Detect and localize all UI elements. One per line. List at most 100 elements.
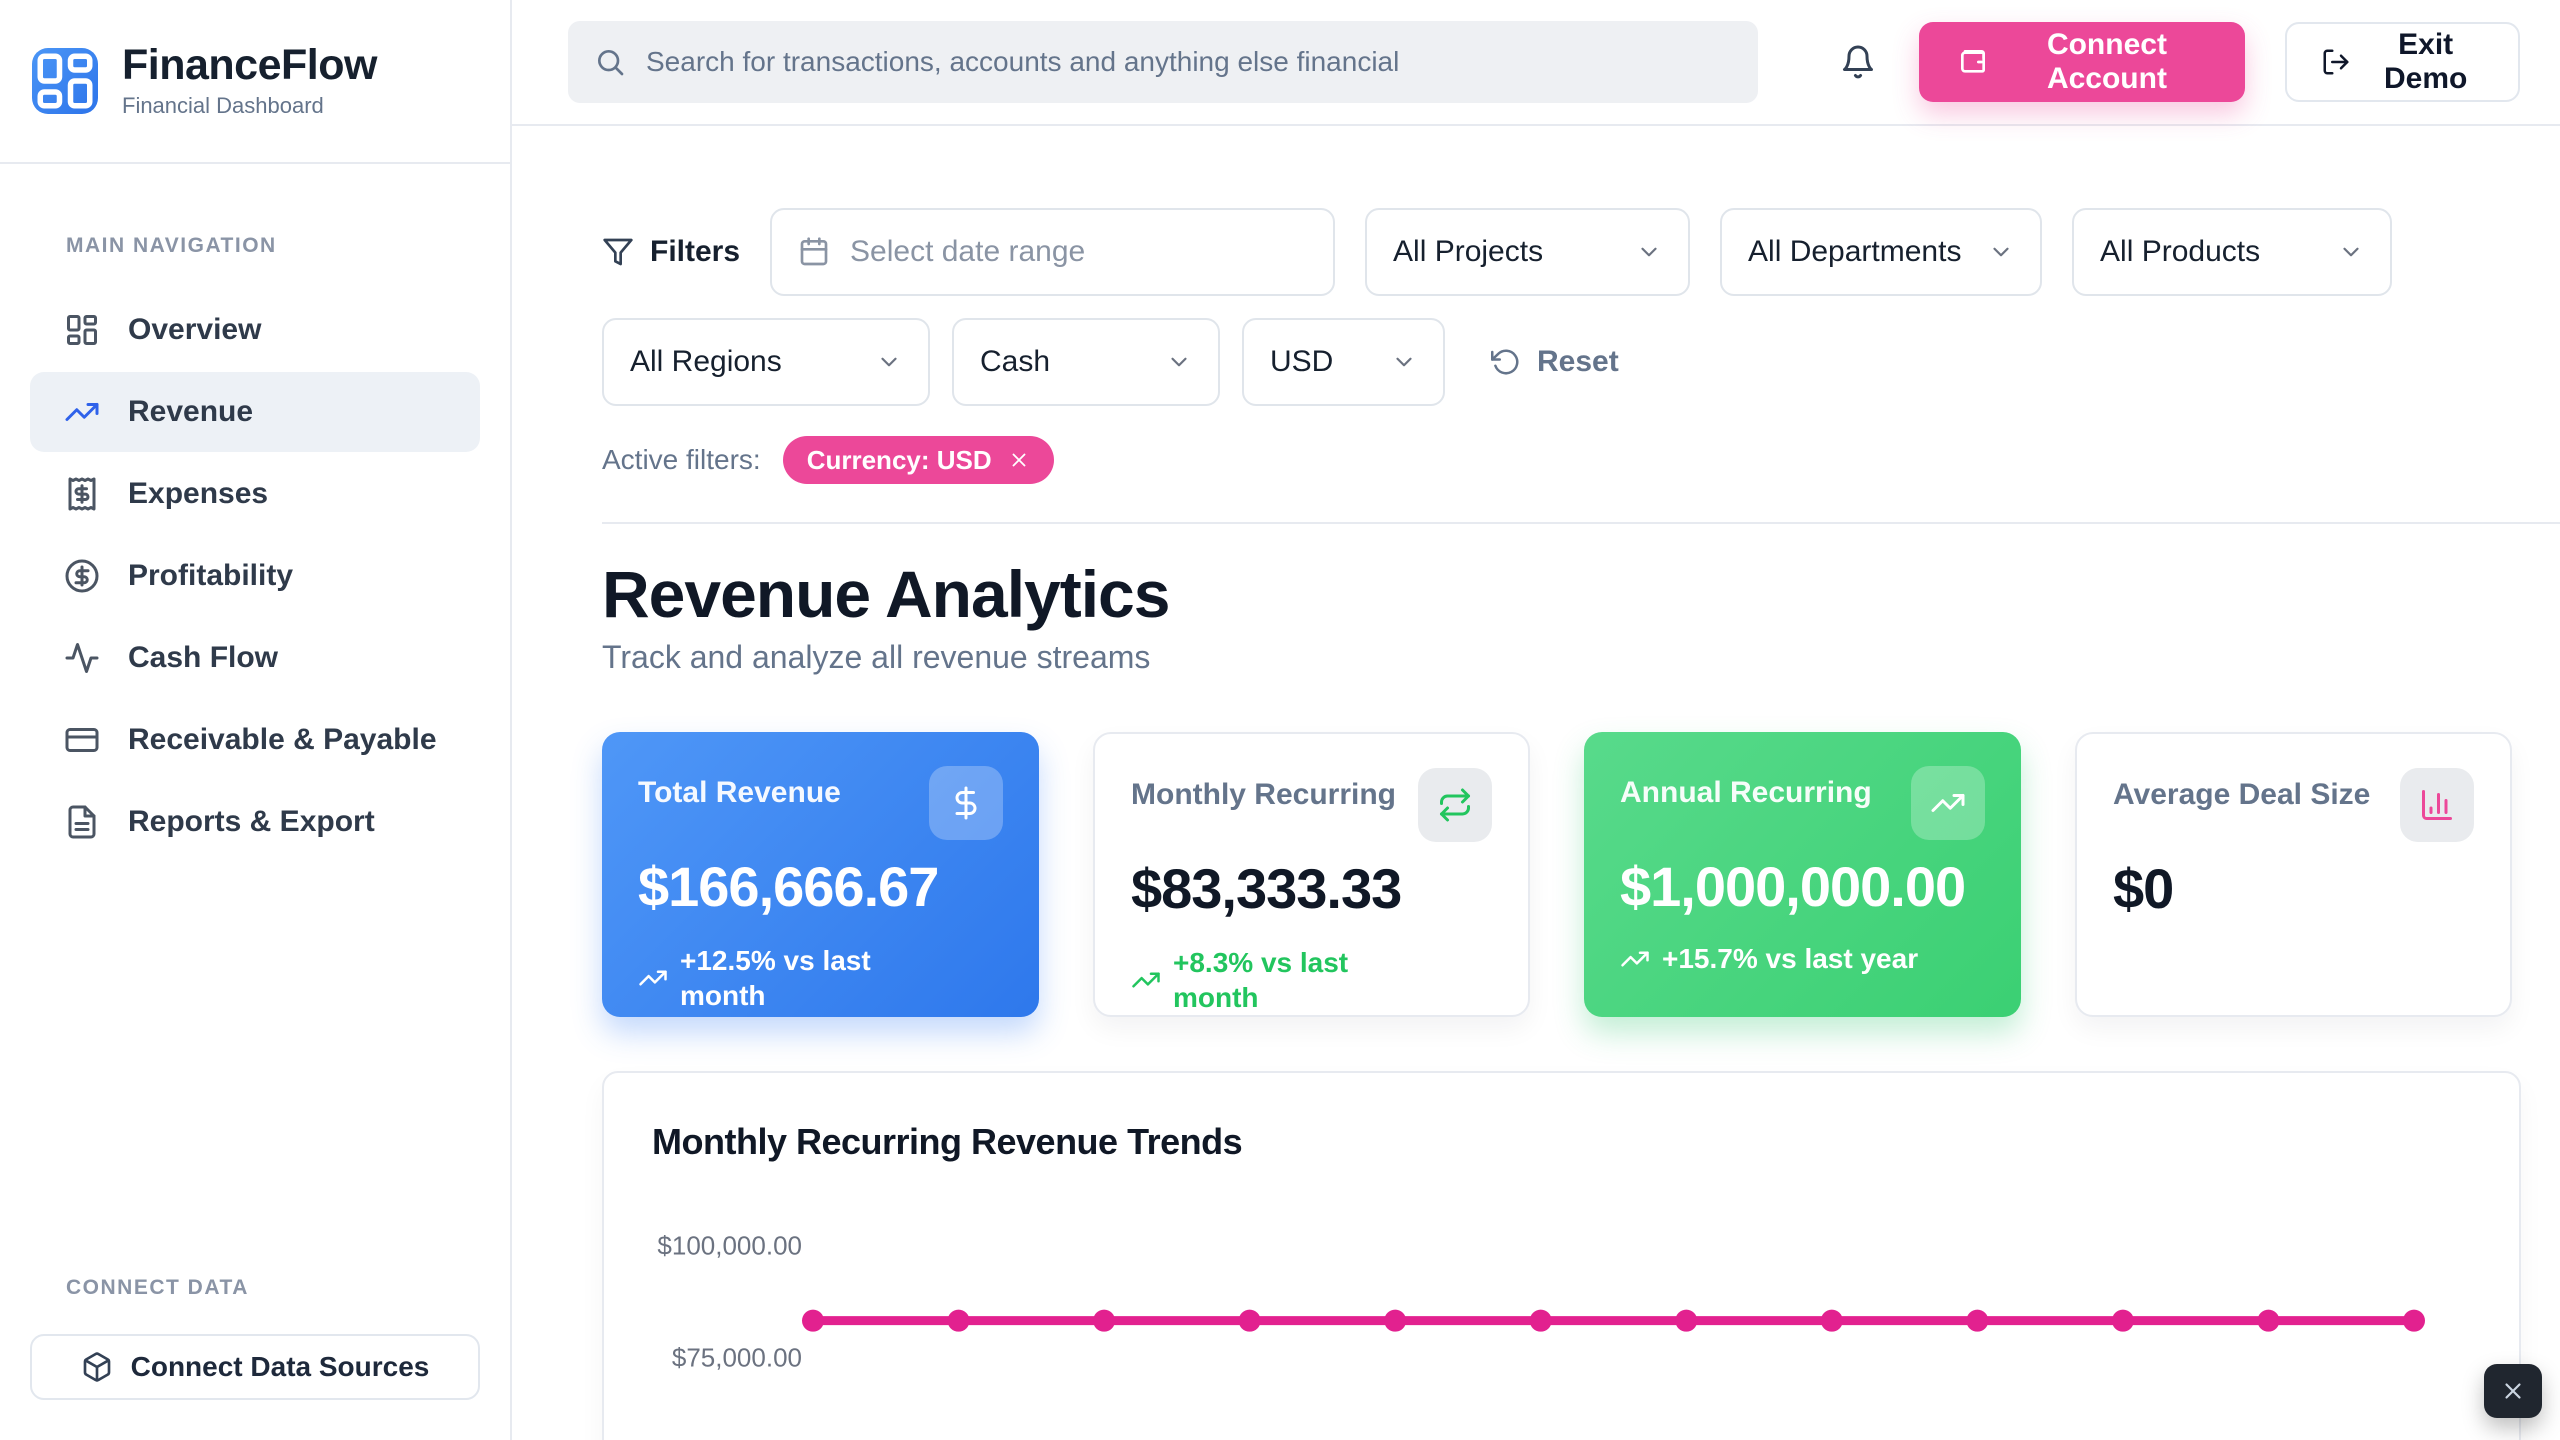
chart-data-point[interactable] [1093, 1309, 1116, 1332]
kpi-value: $166,666.67 [638, 855, 939, 919]
trending-up-icon [638, 963, 668, 993]
activity-icon [64, 640, 100, 676]
global-search[interactable] [568, 21, 1758, 103]
reset-filters-button[interactable]: Reset [1491, 345, 1619, 379]
chart-data-point[interactable] [1529, 1309, 1552, 1332]
filters-title: Filters [602, 235, 740, 269]
connect-data-sources-button[interactable]: Connect Data Sources [30, 1334, 480, 1400]
trending-up-icon [1620, 944, 1650, 974]
chart-data-point[interactable] [2111, 1309, 2134, 1332]
sidebar-item-revenue[interactable]: Revenue [30, 372, 480, 452]
rotate-ccw-icon [1491, 347, 1521, 377]
dollar-icon [929, 766, 1003, 841]
products-select[interactable]: All Products [2072, 208, 2393, 296]
connect-section-label: CONNECT DATA [66, 1276, 249, 1299]
chart-data-point[interactable] [1238, 1309, 1261, 1332]
kpi-change-text: +8.3% vs last month [1173, 947, 1349, 1014]
calendar-icon [798, 236, 830, 268]
active-filters-row: Active filters: Currency: USD [602, 436, 2522, 484]
chart-data-point[interactable] [802, 1309, 824, 1332]
kpi-change: +15.7% vs last year [1620, 943, 1985, 975]
chart-data-point[interactable] [1820, 1309, 1843, 1332]
trending-up-icon [1131, 965, 1161, 995]
accounting-basis-select[interactable]: Cash [952, 318, 1220, 406]
active-filters-label: Active filters: [602, 444, 761, 475]
filter-funnel-icon [602, 236, 634, 268]
filters-row-1: Filters All Projects All Departments All… [602, 208, 2522, 296]
chart-data-point[interactable] [2403, 1309, 2425, 1332]
chart-data-point[interactable] [947, 1309, 970, 1332]
wallet-icon [1957, 46, 1989, 78]
receipt-icon [64, 476, 100, 512]
sidebar-item-reports-export[interactable]: Reports & Export [30, 782, 480, 862]
close-icon [2495, 1378, 2531, 1404]
sidebar-item-profitability[interactable]: Profitability [30, 536, 480, 616]
departments-select[interactable]: All Departments [1720, 208, 2043, 296]
page-title: Revenue Analytics [602, 557, 1170, 631]
credit-card-icon [64, 722, 100, 758]
date-range-input[interactable] [850, 235, 1308, 269]
departments-select-value: All Departments [1748, 235, 1962, 268]
chart-line-svg [802, 1309, 2425, 1332]
filters-label: Filters [650, 235, 741, 268]
dollar-circle-icon [64, 558, 100, 594]
search-input[interactable] [646, 46, 1732, 78]
sidebar-item-cash-flow[interactable]: Cash Flow [30, 618, 480, 698]
currency-select[interactable]: USD [1242, 318, 1445, 406]
cube-icon [81, 1351, 113, 1383]
trending-up-icon [1911, 766, 1985, 841]
products-select-value: All Products [2100, 235, 2261, 268]
content-scroll-area: Filters All Projects All Departments All… [512, 126, 2560, 1440]
overlay-close-button[interactable] [2484, 1364, 2542, 1418]
kpi-label: Average Deal Size [2113, 778, 2371, 812]
reset-label: Reset [1537, 345, 1619, 378]
sidebar-item-expenses[interactable]: Expenses [30, 454, 480, 534]
y-axis-tick-label: $100,000.00 [657, 1230, 802, 1261]
chip-label: Currency: USD [806, 444, 992, 475]
sidebar: FinanceFlow Financial Dashboard MAIN NAV… [0, 0, 512, 1440]
app-title: FinanceFlow [122, 40, 377, 89]
chart-data-point[interactable] [1384, 1309, 1407, 1332]
kpi-label: Annual Recurring [1620, 776, 1872, 810]
log-out-icon [2321, 47, 2351, 77]
active-filter-chip-currency[interactable]: Currency: USD [782, 436, 1054, 484]
sidebar-item-label: Profitability [128, 559, 294, 592]
kpi-card-average-deal-size: Average Deal Size $0 [2075, 732, 2512, 1018]
kpi-value: $83,333.33 [1131, 857, 1402, 921]
chart-data-point[interactable] [2257, 1309, 2280, 1332]
section-divider [602, 522, 2560, 524]
regions-select[interactable]: All Regions [602, 318, 930, 406]
projects-select-value: All Projects [1393, 235, 1544, 268]
kpi-label: Total Revenue [638, 776, 841, 810]
sidebar-item-overview[interactable]: Overview [30, 290, 480, 370]
app-tagline: Financial Dashboard [122, 93, 324, 119]
repeat-icon [1418, 768, 1492, 843]
nav-section-label: MAIN NAVIGATION [66, 234, 277, 257]
chip-close-icon[interactable] [1008, 449, 1030, 471]
currency-select-value: USD [1270, 345, 1334, 378]
projects-select[interactable]: All Projects [1365, 208, 1691, 296]
app-logo-icon [32, 48, 98, 114]
chevron-down-icon [2338, 239, 2364, 265]
main-navigation: MAIN NAVIGATION Overview Revenue Expense… [0, 164, 510, 1276]
exit-demo-button[interactable]: Exit Demo [2285, 22, 2520, 102]
kpi-value: $1,000,000.00 [1620, 855, 1966, 919]
connect-account-label: Connect Account [2046, 28, 2167, 95]
kpi-card-monthly-recurring: Monthly Recurring $83,333.33 +8.3% vs la… [1093, 732, 1530, 1018]
accounting-basis-value: Cash [980, 345, 1051, 378]
sidebar-item-label: Receivable & Payable [128, 723, 437, 756]
sidebar-item-receivable-payable[interactable]: Receivable & Payable [30, 700, 480, 780]
chart-data-point[interactable] [1675, 1309, 1698, 1332]
kpi-label: Monthly Recurring [1131, 778, 1397, 812]
filters-row-2: All Regions Cash USD Reset [602, 318, 2522, 406]
page-subtitle: Track and analyze all revenue streams [602, 639, 1151, 676]
connect-account-button[interactable]: Connect Account [1918, 22, 2246, 102]
kpi-change-text: +12.5% vs last month [680, 945, 871, 1012]
mrr-trends-chart-card: Monthly Recurring Revenue Trends $100,00… [602, 1071, 2521, 1440]
kpi-card-annual-recurring: Annual Recurring $1,000,000.00 +15.7% vs… [1584, 732, 2021, 1018]
date-range-field[interactable] [770, 208, 1336, 296]
notifications-bell-icon[interactable] [1838, 38, 1879, 86]
chart-data-point[interactable] [1966, 1309, 1989, 1332]
file-text-icon [64, 804, 100, 840]
